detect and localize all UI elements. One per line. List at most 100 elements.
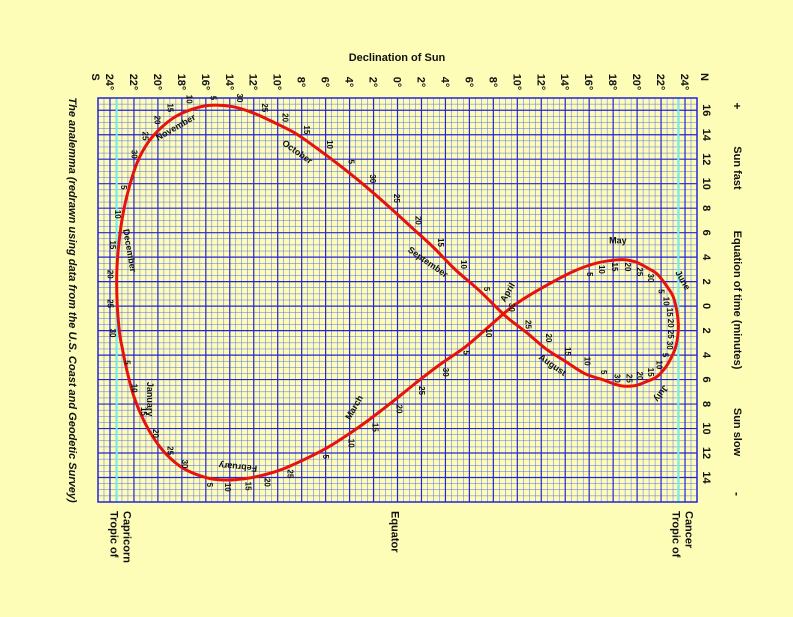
declination-tick-label: 16° — [582, 74, 594, 91]
declination-tick-label: 20° — [630, 74, 642, 91]
day-label: 30 — [612, 374, 621, 383]
day-label: 30 — [441, 368, 450, 377]
day-label: 25 — [635, 267, 644, 276]
reference-line-label-line1: Tropic of — [669, 511, 681, 558]
declination-tick-label: 22° — [654, 74, 666, 91]
day-label: 25 — [666, 330, 675, 339]
declination-tick-label: 10° — [271, 74, 283, 91]
day-label: 30 — [507, 303, 516, 312]
day-label: 5 — [321, 454, 330, 459]
equation-of-time-tick-label: 10 — [700, 178, 712, 190]
month-label: September — [406, 245, 450, 280]
day-label: 30 — [665, 341, 674, 350]
major-grid — [98, 98, 697, 502]
day-label: 20 — [413, 216, 422, 225]
month-label: July — [652, 383, 671, 403]
equation-of-time-tick-label: 4 — [700, 352, 712, 359]
south-label: S — [89, 73, 101, 80]
month-label: February — [218, 460, 257, 473]
reference-line-label-line2: Capricorn — [121, 511, 133, 563]
declination-tick-label: 24° — [103, 74, 115, 91]
day-label: 25 — [524, 320, 533, 329]
day-label: 25 — [392, 194, 401, 203]
chart-title: Declination of Sun — [349, 52, 446, 64]
month-label: June — [673, 269, 692, 292]
day-label: 15 — [610, 262, 619, 271]
day-label: 10 — [661, 297, 670, 306]
equation-of-time-tick-label: 6 — [700, 377, 712, 383]
day-label: 15 — [563, 347, 572, 356]
reference-line-label-line1: Tropic of — [108, 511, 120, 558]
day-label: 25 — [140, 131, 149, 140]
declination-tick-label: 16° — [199, 74, 211, 91]
day-label: 10 — [597, 265, 606, 274]
equation-of-time-tick-label: 0 — [700, 303, 712, 309]
day-label: 5 — [346, 159, 355, 164]
day-label: 15 — [436, 238, 445, 247]
day-label: 10 — [484, 329, 493, 338]
month-label: January — [145, 382, 155, 417]
sun-slow-label: Sun slow — [731, 408, 743, 457]
day-label: 5 — [205, 483, 214, 488]
day-label: 30 — [130, 150, 139, 159]
day-label: 30 — [180, 460, 189, 469]
day-label: 10 — [459, 260, 468, 269]
day-label: 10 — [130, 384, 139, 393]
day-label: 5 — [122, 360, 131, 365]
reference-line-label-line1: Equator — [389, 511, 401, 553]
day-label: 5 — [461, 350, 470, 355]
declination-tick-label: 20° — [151, 74, 163, 91]
day-label: 25 — [260, 103, 269, 112]
equation-of-time-tick-label: 6 — [700, 230, 712, 236]
day-label: 25 — [106, 299, 115, 308]
analemma-curve — [115, 103, 680, 482]
frame-border — [97, 97, 698, 503]
day-label: 15 — [646, 368, 655, 377]
month-label: December — [121, 228, 138, 273]
day-label: 20 — [280, 113, 289, 122]
declination-tick-label: 8° — [486, 77, 498, 88]
equation-of-time-tick-label: 4 — [700, 254, 712, 261]
equation-of-time-tick-label: 2 — [700, 279, 712, 285]
declination-tick-label: 2° — [367, 77, 379, 88]
day-label: 25 — [417, 386, 426, 395]
month-labels: JanuaryFebruaryMarchAprilMayJuneJulyAugu… — [121, 112, 692, 474]
declination-tick-label: 18° — [175, 74, 187, 91]
day-label: 10 — [582, 357, 591, 366]
day-label: 20 — [544, 333, 553, 342]
minus-sign: - — [730, 492, 744, 496]
day-label: 15 — [370, 423, 379, 432]
reference-line-labels: Tropic ofCapricorn Equator Tropic ofCancer — [108, 511, 695, 563]
day-label: 20 — [152, 116, 161, 125]
day-label: 5 — [660, 353, 669, 358]
equation-of-time-tick-label: 8 — [700, 205, 712, 211]
day-label: 20 — [635, 371, 644, 380]
day-label: 10 — [185, 95, 194, 104]
day-label: 5 — [209, 96, 218, 101]
day-label: 10 — [223, 483, 232, 492]
equation-of-time-tick-label: 2 — [700, 328, 712, 334]
equation-of-time-tick-label: 16 — [700, 104, 712, 116]
declination-tick-label: 4° — [438, 77, 450, 88]
equation-of-time-tick-label: 10 — [700, 422, 712, 434]
day-label: 5 — [119, 185, 128, 190]
declination-tick-label: 24° — [678, 74, 690, 91]
equation-of-time-tick-label: 12 — [700, 153, 712, 165]
day-label: 30 — [368, 174, 377, 183]
day-label: 20 — [394, 405, 403, 414]
analemma-path — [115, 103, 680, 482]
day-label: 5 — [585, 272, 594, 277]
declination-tick-label: 18° — [606, 74, 618, 91]
declination-tick-label: 14° — [223, 74, 235, 91]
declination-tick-label: 6° — [319, 77, 331, 88]
day-label: 10 — [325, 140, 334, 149]
day-label: 25 — [285, 469, 294, 478]
day-label: 10 — [113, 210, 122, 219]
day-label: 5 — [657, 289, 666, 294]
day-label: 20 — [151, 429, 160, 438]
declination-tick-label: 2° — [414, 77, 426, 88]
day-label: 30 — [646, 274, 655, 283]
